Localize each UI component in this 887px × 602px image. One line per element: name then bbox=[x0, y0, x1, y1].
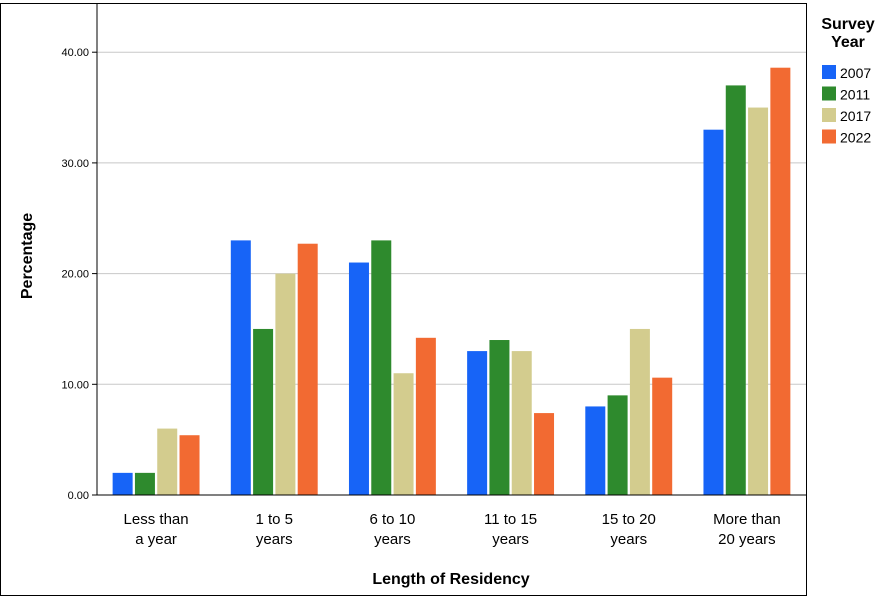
x-category-label-line: 11 to 15 bbox=[484, 511, 537, 528]
bar bbox=[489, 340, 510, 495]
y-axis-title: Percentage bbox=[19, 213, 36, 299]
bar bbox=[348, 262, 369, 495]
bar bbox=[253, 328, 274, 495]
legend-swatch bbox=[822, 65, 836, 79]
y-tick-label: 0.00 bbox=[68, 490, 89, 502]
bar bbox=[534, 413, 555, 495]
x-category-label: 6 to 10 years bbox=[369, 511, 415, 548]
bar bbox=[652, 377, 673, 495]
bar bbox=[297, 243, 318, 495]
x-category-label: More than 20 years bbox=[713, 511, 781, 548]
chart-frame bbox=[0, 3, 807, 596]
x-category-label: 1 to 5 years bbox=[255, 511, 293, 548]
x-category-label-line: 20 years bbox=[718, 531, 776, 548]
bar bbox=[770, 67, 791, 495]
bar bbox=[629, 328, 650, 495]
bar bbox=[467, 351, 488, 495]
bar bbox=[511, 351, 532, 495]
x-category-label-line: 15 to 20 bbox=[602, 511, 656, 528]
x-category-label: 11 to 15 years bbox=[484, 511, 537, 548]
x-category-label-line: years bbox=[610, 531, 647, 548]
bar bbox=[585, 406, 606, 495]
bar bbox=[275, 273, 296, 495]
bar bbox=[703, 129, 724, 495]
bar bbox=[134, 472, 155, 495]
legend-title: Survey bbox=[821, 16, 874, 33]
y-tick-label: 20.00 bbox=[61, 269, 89, 281]
x-category-label-line: years bbox=[492, 531, 529, 548]
legend-label: 2017 bbox=[840, 108, 871, 124]
legend-title: Year bbox=[831, 34, 865, 51]
bar bbox=[371, 240, 392, 495]
legend-swatch bbox=[822, 108, 836, 122]
x-category-label-line: 1 to 5 bbox=[255, 511, 293, 528]
x-category-label-line: years bbox=[374, 531, 411, 548]
x-category-label-line: Less than bbox=[124, 511, 189, 528]
legend-label: 2007 bbox=[840, 65, 871, 81]
bar bbox=[179, 435, 200, 495]
y-tick-label: 30.00 bbox=[61, 158, 89, 170]
bar bbox=[112, 472, 133, 495]
bar bbox=[393, 373, 414, 495]
legend-label: 2011 bbox=[840, 87, 870, 103]
x-category-label-line: years bbox=[256, 531, 293, 548]
x-category-label-line: a year bbox=[135, 531, 177, 548]
legend-swatch bbox=[822, 86, 836, 101]
x-axis-title: Length of Residency bbox=[372, 571, 529, 588]
x-category-label-line: 6 to 10 bbox=[369, 511, 415, 528]
x-category-label: Less than a year bbox=[124, 511, 189, 548]
x-category-label-line: More than bbox=[713, 511, 781, 528]
bar bbox=[230, 240, 251, 495]
bar bbox=[415, 337, 436, 495]
bar bbox=[725, 85, 746, 495]
legend-label: 2022 bbox=[840, 130, 871, 146]
y-tick-label: 40.00 bbox=[61, 47, 89, 59]
legend-swatch bbox=[822, 129, 836, 144]
bar bbox=[748, 107, 769, 496]
x-category-label: 15 to 20 years bbox=[602, 511, 656, 548]
bar bbox=[157, 428, 178, 495]
y-tick-label: 10.00 bbox=[61, 379, 89, 391]
bar bbox=[607, 395, 628, 495]
